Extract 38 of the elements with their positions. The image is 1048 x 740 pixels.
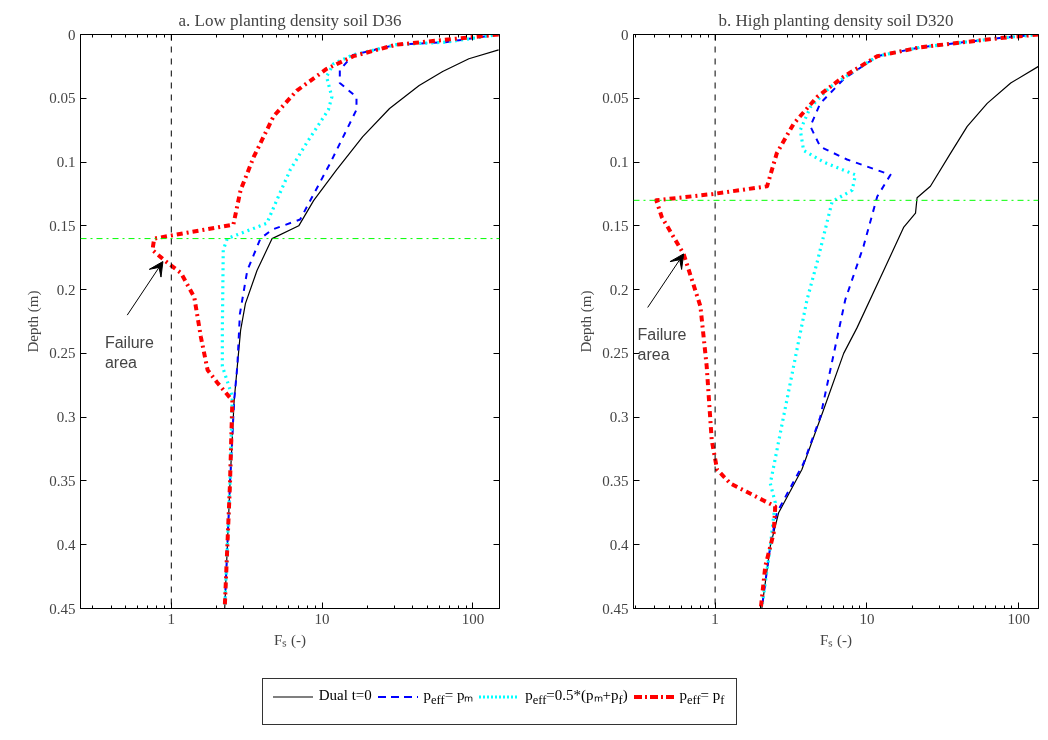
legend-label: Dual t=0 (317, 687, 372, 703)
chart-title: a. Low planting density soil D36 (178, 10, 402, 30)
y-tick-label: 0.1 (609, 154, 629, 171)
x-tick-label: 10 (314, 610, 330, 627)
legend-label: p$_{eff}$=0.5*(pₘ+p$_{f}$) (524, 687, 628, 707)
y-tick-label: 0.4 (609, 536, 629, 553)
y-tick-label: 0.2 (609, 281, 629, 298)
legend-label: p$_{eff}$= p$_{f}$ (678, 687, 725, 707)
y-tick-label: 0.25 (49, 345, 76, 362)
x-tick-label: 1 (167, 610, 176, 627)
x-tick-label: 1 (711, 610, 719, 627)
y-tick-label: 0.2 (56, 281, 76, 298)
y-tick-label: 0.4 (56, 536, 76, 553)
y-tick-label: 0.45 (602, 600, 629, 617)
y-tick-label: 0.3 (56, 409, 76, 426)
y-tick-label: 0.15 (602, 217, 629, 234)
x-tick-label: 10 (859, 610, 875, 627)
y-tick-label: 0.1 (56, 154, 76, 171)
annotation: Failure area (637, 325, 687, 364)
annotation: Failure area (104, 333, 154, 371)
y-tick-label: 0.35 (602, 472, 629, 489)
legend-label: p$_{eff}$= pₘ (422, 687, 474, 707)
x-tick-label: 100 (461, 610, 485, 627)
y-tick-label: 0.05 (602, 90, 629, 107)
y-tick-label: 0.15 (49, 217, 76, 234)
x-axis-title: Fₛ (-) (273, 631, 307, 649)
x-tick-label: 100 (1007, 610, 1030, 627)
y-tick-label: 0.35 (49, 472, 76, 489)
y-tick-label: 0.25 (602, 345, 629, 362)
y-tick-label: 0 (621, 26, 629, 43)
chart-title: b. High planting density soil D320 (718, 10, 954, 30)
x-axis-title: Fₛ (-) (819, 631, 853, 649)
y-axis-title: Depth (m) (25, 290, 43, 353)
y-tick-label: 0.45 (49, 600, 76, 617)
y-tick-label: 0 (68, 26, 76, 43)
y-axis-title: Depth (m) (578, 290, 596, 353)
y-tick-label: 0.3 (609, 409, 629, 426)
y-tick-label: 0.05 (49, 90, 76, 107)
